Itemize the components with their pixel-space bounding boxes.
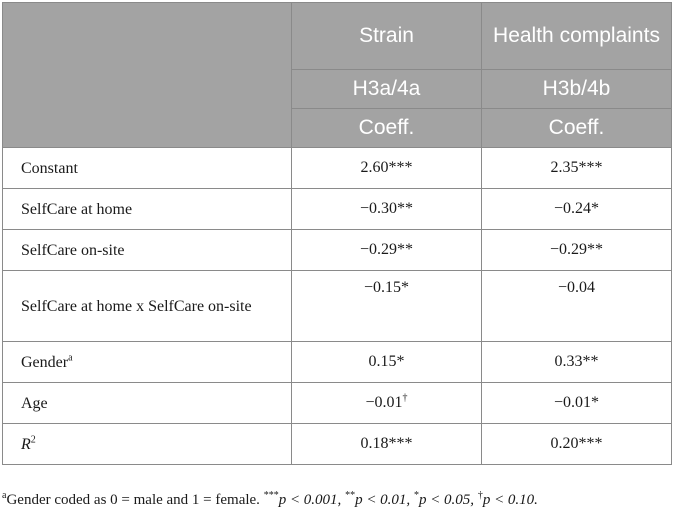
header-coeff-strain: Coeff. (291, 108, 482, 148)
header-hypothesis-strain: H3a/4a (291, 69, 482, 109)
header-blank-cell (2, 2, 292, 148)
table-header: Strain Health complaints H3a/4a H3b/4b C… (2, 2, 672, 148)
table-body: Constant 2.60*** 2.35*** SelfCare at hom… (2, 147, 672, 465)
cell-health: −0.04 (481, 270, 672, 342)
table-row: Gendera 0.15* 0.33** (2, 341, 672, 383)
table-row: Age −0.01† −0.01* (2, 382, 672, 424)
cell-strain: −0.29** (291, 229, 482, 271)
cell-health: −0.01* (481, 382, 672, 424)
regression-table-container: Strain Health complaints H3a/4a H3b/4b C… (2, 2, 672, 465)
table-row: Constant 2.60*** 2.35*** (2, 147, 672, 189)
cell-health: 0.20*** (481, 423, 672, 465)
header-coeff-health: Coeff. (481, 108, 672, 148)
header-hypothesis-health: H3b/4b (481, 69, 672, 109)
cell-strain: −0.01† (291, 382, 482, 424)
row-label: Age (2, 382, 292, 424)
cell-strain: −0.15* (291, 270, 482, 342)
row-label: R2 (2, 423, 292, 465)
cell-health: 0.33** (481, 341, 672, 383)
row-label: SelfCare at home x SelfCare on-site (2, 270, 292, 342)
cell-strain: −0.30** (291, 188, 482, 230)
regression-table: Strain Health complaints H3a/4a H3b/4b C… (2, 2, 672, 465)
header-health-complaints: Health complaints (481, 2, 672, 70)
cell-health: −0.29** (481, 229, 672, 271)
table-footnote: aGender coded as 0 = male and 1 = female… (2, 490, 538, 509)
table-row: SelfCare at home x SelfCare on-site −0.1… (2, 270, 672, 342)
cell-health: −0.24* (481, 188, 672, 230)
row-label: Gendera (2, 341, 292, 383)
cell-health: 2.35*** (481, 147, 672, 189)
table-row: SelfCare on-site −0.29** −0.29** (2, 229, 672, 271)
table-row: R2 0.18*** 0.20*** (2, 423, 672, 465)
row-label: SelfCare at home (2, 188, 292, 230)
row-label: SelfCare on-site (2, 229, 292, 271)
row-label: Constant (2, 147, 292, 189)
cell-strain: 0.18*** (291, 423, 482, 465)
cell-strain: 0.15* (291, 341, 482, 383)
cell-strain: 2.60*** (291, 147, 482, 189)
header-strain: Strain (291, 2, 482, 70)
table-row: SelfCare at home −0.30** −0.24* (2, 188, 672, 230)
